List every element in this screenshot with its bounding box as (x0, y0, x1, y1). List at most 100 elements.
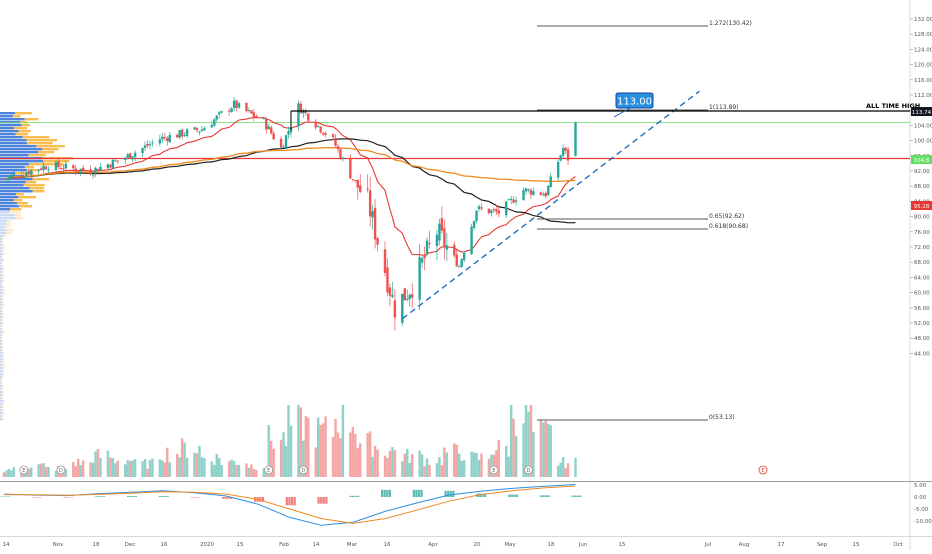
time-axis-label: 15 (853, 542, 860, 548)
event-marker[interactable] (298, 465, 308, 475)
candle-body (25, 172, 28, 176)
macd-axis[interactable]: 5.00 0.00 -5.00 -10.00 (914, 483, 932, 525)
volume-bar (175, 453, 179, 477)
volume-bar (252, 468, 256, 477)
event-marker[interactable] (19, 465, 29, 475)
candle-body (168, 135, 171, 143)
price-axis-label: 44.00 (914, 351, 930, 357)
volume-bar (547, 423, 550, 477)
volume-bar (356, 448, 359, 477)
volume-bar (460, 460, 463, 477)
support-price-tag-label: 95.28 (914, 204, 930, 210)
candle-body (218, 112, 221, 115)
candle-body (391, 294, 394, 297)
macd-histogram-bar (195, 497, 198, 498)
volume-bar (289, 425, 293, 477)
macd-histogram-bar (129, 496, 132, 497)
time-axis-label: Jul (704, 542, 712, 548)
event-marker[interactable] (489, 465, 499, 475)
volume-profile-bar (21, 124, 30, 127)
candle-body (180, 129, 184, 137)
volume-profile-bar (2, 250, 4, 253)
future-event-marker[interactable] (758, 465, 768, 475)
event-marker[interactable] (264, 465, 274, 475)
candle-body (210, 124, 214, 128)
candle-body (490, 210, 493, 213)
candle-body (539, 192, 543, 195)
macd-histogram-bar (34, 497, 37, 498)
volume-bar (146, 468, 149, 477)
event-marker[interactable] (524, 465, 533, 475)
signal-line[interactable] (3, 485, 576, 524)
trendline[interactable] (401, 90, 700, 320)
volume-bar (443, 447, 446, 477)
target-callout[interactable]: 113.00 (613, 92, 654, 118)
candle-body (428, 242, 431, 244)
volume-bar (235, 465, 238, 477)
macd-histogram-bar (290, 497, 294, 506)
volume-profile-bar (0, 208, 11, 211)
candle-body (220, 111, 223, 113)
macd-histogram-bar (97, 496, 101, 497)
volume-bar (230, 459, 233, 477)
time-axis-label: Sep (817, 542, 828, 548)
candle-body (354, 180, 357, 182)
volume-profile-bar (32, 178, 50, 181)
volume-profile-bar (2, 364, 5, 367)
volume-bar (391, 447, 394, 477)
volume-profile-bar (22, 136, 50, 139)
volume-bar (354, 433, 357, 477)
ema20-line[interactable] (4, 117, 576, 256)
volume-bar (245, 463, 248, 477)
volume-profile-bar (1, 316, 4, 319)
volume-profile-bar (0, 370, 3, 373)
volume-profile-bar (2, 322, 5, 325)
volume-bar (440, 465, 444, 477)
candle-body (116, 160, 120, 162)
volume-profile-bar (0, 127, 15, 130)
time-axis-label: 15 (619, 542, 626, 548)
volume-profile-bar (0, 277, 3, 280)
volume-profile-bar (0, 220, 7, 223)
volume-profile-bar (23, 184, 45, 187)
sma100-line[interactable] (3, 138, 576, 224)
event-marker[interactable] (56, 465, 66, 475)
volume-bar (158, 459, 162, 477)
price-axis[interactable]: 132.00128.00124.00120.00116.00112.00108.… (910, 17, 932, 357)
volume-profile-bar (1, 415, 4, 418)
candle-body (435, 234, 439, 246)
volume-profile-bar (1, 403, 4, 406)
candle-body (143, 145, 147, 148)
candle-body (561, 148, 565, 156)
volume-bar (287, 405, 290, 477)
candle-body (39, 168, 43, 170)
volume-profile-bar (2, 355, 5, 358)
volume-bar (341, 405, 345, 477)
volume-bar (475, 453, 478, 477)
projection-trendline[interactable] (401, 90, 700, 320)
time-axis[interactable]: 14 Nov 18 Dec 16 2020 15 Feb 14 Mar 16 Apr 20 May 18 Ju… (3, 542, 904, 548)
volume-profile-bar (0, 244, 3, 247)
volume-bar (220, 464, 223, 477)
volume-bar (470, 451, 473, 477)
volume-profile-bar (1, 337, 3, 340)
time-axis-label: 18 (93, 542, 100, 548)
volume-bar (462, 460, 466, 477)
volume-profile-bar (0, 148, 43, 151)
volume-profile-bar (1, 256, 3, 259)
volume-bar (480, 453, 483, 477)
macd-histogram-bar (31, 497, 34, 498)
volume-bar (143, 459, 147, 477)
volume-profile-bar (0, 214, 15, 217)
macd-line[interactable] (3, 484, 576, 526)
volume-profile-bar (24, 118, 39, 121)
sma200-line[interactable] (3, 147, 576, 183)
macd-histogram-bar (161, 496, 164, 497)
volume-bar (388, 450, 392, 477)
candle-body (366, 188, 369, 190)
volume-profile-bar (0, 199, 14, 202)
macd-histogram-bar (571, 495, 574, 497)
macd-pane (0, 484, 582, 526)
volume-profile-bar (2, 238, 4, 241)
